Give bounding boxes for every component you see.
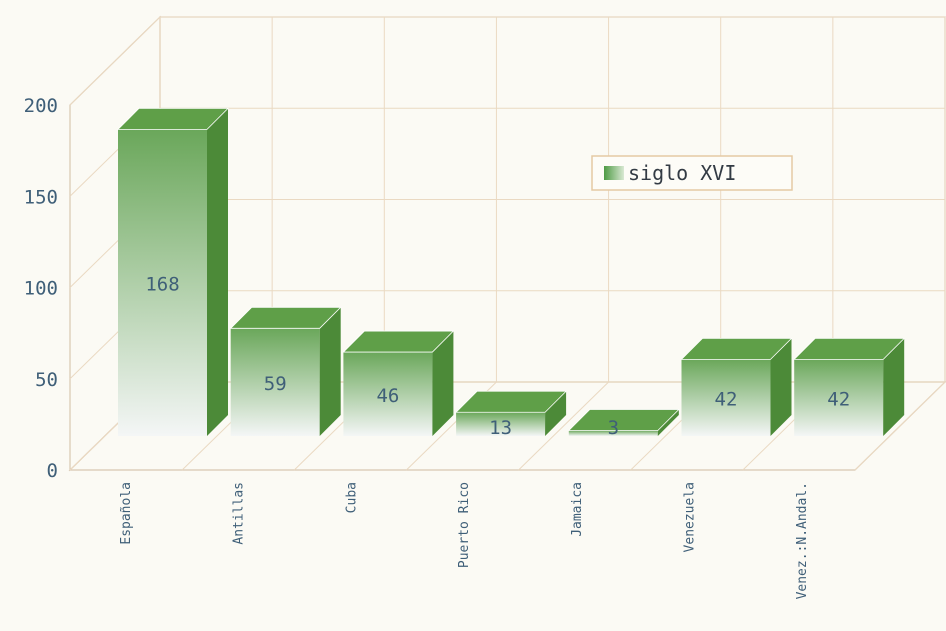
bar-side <box>319 307 341 436</box>
legend: siglo XVI <box>591 155 793 191</box>
bar-front <box>794 359 884 436</box>
y-tick-label: 100 <box>24 278 58 300</box>
bar-side <box>657 409 679 436</box>
data-label: 42 <box>715 389 738 411</box>
data-label: 59 <box>264 373 287 395</box>
data-label: 168 <box>145 274 179 296</box>
data-label: 46 <box>376 385 399 407</box>
bar-front <box>118 129 207 436</box>
legend-label: siglo XVI <box>628 161 736 185</box>
x-category-label: Jamaica <box>570 482 585 537</box>
y-axis-ticks: 0 50 100 150 200 <box>24 95 58 482</box>
legend-swatch <box>604 166 624 180</box>
bar-side <box>432 331 454 436</box>
x-category-label: Venez.:N.Andal. <box>795 482 810 599</box>
bar-side <box>545 391 567 436</box>
bar-front <box>456 412 546 436</box>
bar: 13 <box>455 390 568 439</box>
legend-box <box>591 155 793 191</box>
data-label: 13 <box>489 417 512 439</box>
bar-top <box>567 409 680 431</box>
gridline-left <box>69 16 161 106</box>
bar-top <box>680 337 793 360</box>
bar: 46 <box>342 330 455 436</box>
bars-layer: 168 59 46 13 3 42 42 <box>117 108 906 439</box>
bar: 168 <box>117 108 229 437</box>
bar-front <box>343 352 433 436</box>
bar: 3 <box>567 409 680 439</box>
y-tick-label: 200 <box>24 95 58 117</box>
data-label: 3 <box>608 417 619 439</box>
bar-side <box>207 108 228 437</box>
y-tick-label: 50 <box>35 369 58 391</box>
x-category-label: Cuba <box>344 482 359 513</box>
bar-side <box>883 338 905 436</box>
bar-front <box>568 430 658 436</box>
data-label: 42 <box>827 389 850 411</box>
bar-top <box>455 390 568 413</box>
x-category-label: Española <box>119 482 134 545</box>
x-category-label: Antillas <box>232 482 247 545</box>
bar: 59 <box>229 306 342 436</box>
bar-top <box>793 337 906 360</box>
y-tick-label: 150 <box>24 186 58 208</box>
bar-top <box>342 330 455 353</box>
bar-front <box>230 328 320 436</box>
bar: 42 <box>793 337 906 436</box>
y-tick-label: 0 <box>47 460 58 482</box>
floor-line <box>854 381 946 471</box>
bar-side <box>770 338 792 436</box>
bar: 42 <box>680 337 793 436</box>
bar-top <box>117 108 229 130</box>
x-category-label: Venezuela <box>683 482 698 552</box>
x-category-label: Puerto Rico <box>457 482 472 568</box>
bar-front <box>681 359 771 436</box>
bar-top <box>229 306 342 329</box>
floor-line <box>518 381 609 471</box>
x-axis-categories: Española Antillas Cuba Puerto Rico Jamaica Ve… <box>119 482 810 599</box>
